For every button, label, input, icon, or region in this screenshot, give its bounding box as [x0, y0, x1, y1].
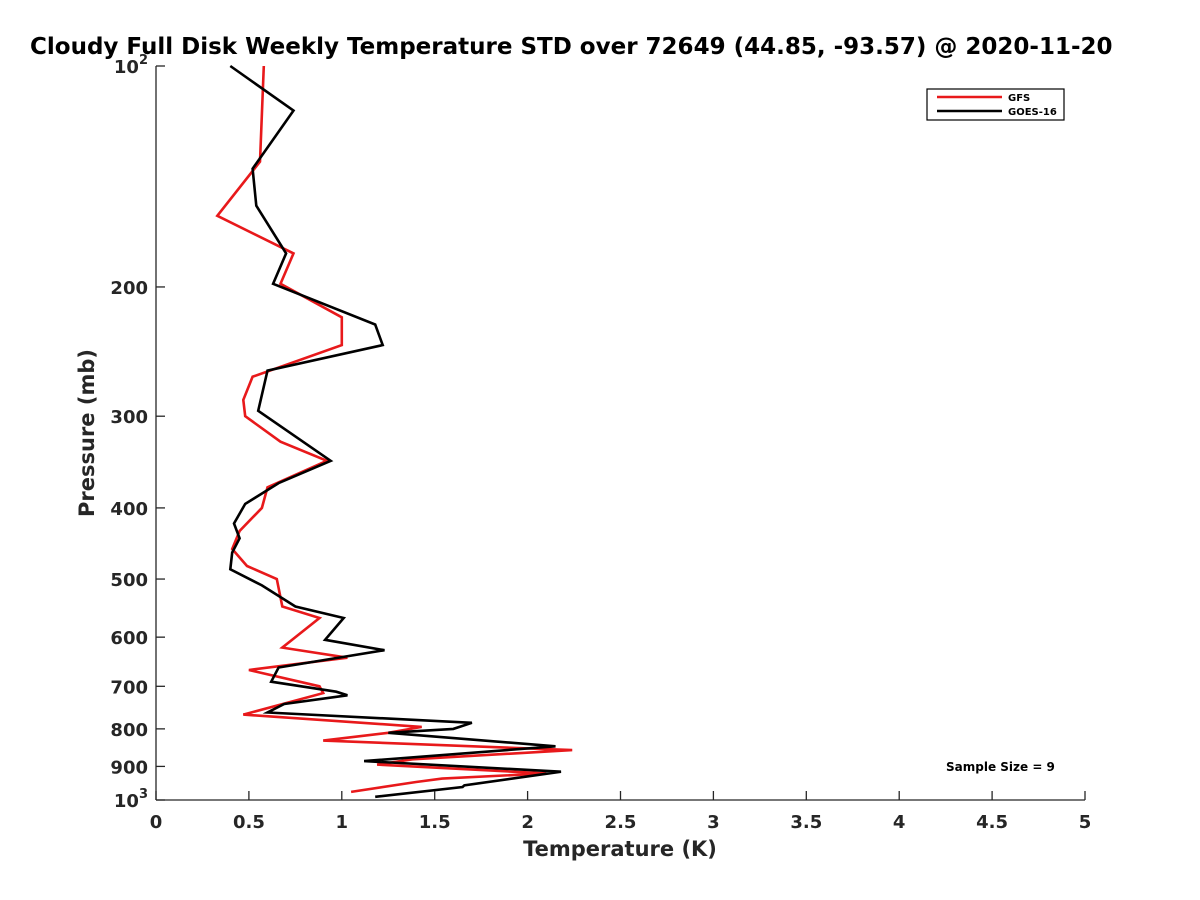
x-tick-label: 0	[150, 812, 163, 833]
y-tick-label: 700	[110, 677, 148, 698]
legend-label-gfs: GFS	[1008, 93, 1030, 104]
x-tick-label: 2	[521, 812, 534, 833]
series-line-goes-16	[228, 64, 562, 799]
x-tick-label: 5	[1079, 812, 1092, 833]
plot-series	[215, 64, 573, 799]
x-tick-label: 3.5	[790, 812, 822, 833]
sample-size-annotation: Sample Size = 9	[946, 760, 1055, 774]
legend: GFS GOES-16	[926, 88, 1065, 121]
y-tick-label: 300	[110, 407, 148, 428]
x-tick-label: 3	[707, 812, 720, 833]
y-tick-label: 103	[114, 787, 148, 812]
y-tick-label: 102	[114, 53, 148, 78]
y-axis-label: Pressure (mb)	[75, 349, 99, 517]
y-tick-label: 400	[110, 499, 148, 520]
y-ticks: 102 200 300 400 500 600 700 800 900 103	[110, 53, 165, 812]
y-tick-label: 800	[110, 720, 148, 741]
legend-label-goes-16: GOES-16	[1008, 107, 1057, 118]
y-tick-label: 200	[110, 278, 148, 299]
y-tick-label: 600	[110, 628, 148, 649]
x-tick-label: 4	[893, 812, 906, 833]
legend-box	[926, 88, 1065, 121]
x-tick-label: 4.5	[976, 812, 1008, 833]
x-tick-label: 1	[336, 812, 349, 833]
y-tick-label: 500	[110, 570, 148, 591]
x-ticks: 0 0.5 1 1.5 2 2.5 3 3.5 4 4.5 5	[150, 791, 1092, 833]
x-axis-label: Temperature (K)	[523, 837, 717, 861]
series-line-gfs	[215, 65, 573, 794]
x-tick-label: 1.5	[419, 812, 451, 833]
y-tick-label: 900	[110, 757, 148, 778]
x-tick-label: 0.5	[233, 812, 265, 833]
chart-title: Cloudy Full Disk Weekly Temperature STD …	[30, 34, 1113, 60]
x-tick-label: 2.5	[605, 812, 637, 833]
